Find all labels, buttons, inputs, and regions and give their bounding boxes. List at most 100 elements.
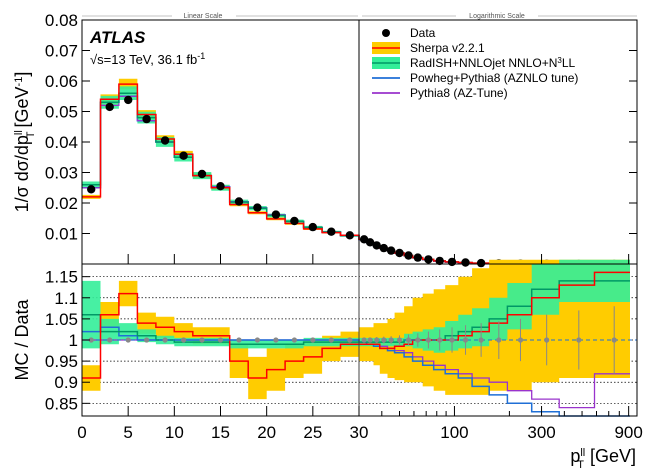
legend-label: Powheg+Pythia8 (AZNLO tune): [410, 71, 578, 85]
ratio-data-point: [310, 337, 316, 343]
data-point: [290, 216, 299, 226]
x-tick-label: 30: [350, 423, 369, 442]
ratio-data-point: [437, 337, 443, 343]
x-ticks: 0 5 10 15 20 25 30 100 300 900: [77, 254, 643, 442]
ratio-data-point: [291, 337, 297, 343]
data-point: [87, 185, 96, 194]
ratio-data-points: [88, 306, 617, 374]
data-point: [327, 227, 336, 236]
data-point: [216, 182, 225, 191]
ratio-y-tick-label: 1.15: [45, 268, 78, 287]
ratio-y-tick-label: 1.1: [54, 289, 78, 308]
x-tick-label: 10: [165, 423, 184, 442]
ratio-data-point: [462, 337, 469, 343]
ratio-y-tick-label: 0.9: [54, 373, 78, 392]
energy-label: √s=13 TeV, 36.1 fb-1: [90, 51, 205, 67]
ratio-y-tick-label: 0.95: [45, 352, 78, 371]
legend-label: RadISH+NNLOjet NNLO+N3LL: [410, 56, 576, 71]
data-point: [386, 246, 396, 255]
data-point: [365, 238, 375, 247]
data-point: [379, 243, 388, 253]
powheg-top-line: [82, 95, 630, 265]
x-axis-title: pll T [GeV]: [570, 446, 636, 469]
legend-label: Sherpa v2.2.1: [410, 41, 485, 55]
ratio-data-point: [405, 337, 412, 343]
radish-top-band: [82, 86, 630, 265]
ratio-data-point: [347, 337, 353, 343]
x-tick-label: 100: [440, 423, 468, 442]
ratio-y-ticks: 0.85 0.9 0.95 1 1.05 1.1 1.15: [45, 268, 90, 413]
data-point: [124, 95, 133, 105]
data-point: [435, 256, 444, 266]
ratio-data-point: [544, 337, 550, 343]
ratio-data-point: [396, 337, 403, 343]
x-tick-label: 0: [77, 423, 86, 442]
ratio-data-point: [144, 337, 150, 343]
top-panel: 0.01 0.02 0.03 0.04 0.05 0.06 0.07 0.08: [45, 11, 638, 269]
ratio-y-tick-label: 1: [69, 331, 78, 350]
ratio-data-point: [199, 337, 205, 343]
ratio-data-point: [388, 337, 394, 343]
ratio-y-tick-label: 1.05: [45, 310, 78, 329]
ratio-data-point: [217, 337, 224, 343]
data-point: [395, 248, 404, 258]
ratio-data-point: [381, 337, 387, 343]
ratio-data-point: [425, 337, 431, 343]
data-point: [461, 258, 470, 267]
data-point: [345, 231, 354, 240]
top-y-axis-title: 1/σ dσ/dpllT[GeV-1]: [12, 72, 37, 213]
data-point: [160, 136, 170, 145]
data-point: [424, 255, 433, 264]
radish-ratio-band: [82, 259, 630, 353]
data-point: [476, 258, 486, 268]
x-tick-label: 900: [614, 423, 642, 442]
data-point: [105, 102, 114, 112]
ratio-data-point: [415, 337, 421, 343]
radish-top-line: [82, 92, 630, 265]
data-point: [413, 253, 422, 262]
ratio-data-point: [181, 337, 187, 343]
ratio-data-point: [449, 337, 455, 343]
ratio-bands: [82, 259, 630, 400]
data-point: [142, 114, 151, 124]
x-tick-label: 300: [527, 423, 555, 442]
ratio-data-point: [611, 337, 617, 343]
ratio-data-point: [367, 337, 373, 343]
x-tick-label: 5: [123, 423, 132, 442]
top-y-tick-label: 0.01: [45, 225, 78, 244]
ratio-y-tick-label: 0.85: [45, 394, 78, 413]
ratio-data-point: [328, 337, 334, 343]
pythia-top-line: [82, 95, 630, 265]
ratio-data-point: [162, 337, 168, 343]
ratio-data-point: [478, 337, 484, 343]
data-point: [372, 241, 381, 250]
data-point: [234, 197, 244, 206]
top-y-tick-label: 0.07: [45, 42, 78, 61]
legend-marker-data: [382, 29, 390, 37]
ratio-data-point: [361, 337, 367, 343]
ratio-data-point: [125, 337, 131, 343]
top-y-tick-label: 0.05: [45, 103, 78, 122]
top-y-tick-label: 0.03: [45, 164, 78, 183]
data-point: [404, 251, 413, 260]
ratio-data-point: [496, 337, 502, 343]
top-series-lines: [82, 83, 630, 265]
top-y-tick-label: 0.02: [45, 194, 78, 213]
sherpa-ratio-line: [82, 271, 630, 379]
ratio-data-point: [88, 337, 94, 343]
ratio-data-point: [254, 337, 260, 343]
top-data-points: [87, 95, 619, 269]
ratio-panel: 0.85 0.9 0.95 1 1.05 1.1 1.15: [45, 259, 638, 417]
x-tick-label: 20: [257, 423, 276, 442]
ratio-data-point: [273, 337, 279, 343]
legend-label: Pythia8 (AZ-Tune): [410, 86, 508, 100]
ratio-data-point: [374, 337, 380, 343]
top-y-tick-label: 0.04: [45, 133, 78, 152]
data-point: [253, 203, 262, 212]
top-y-tick-label: 0.06: [45, 72, 78, 91]
ratio-data-point: [576, 337, 582, 343]
top-y-ticks: 0.01 0.02 0.03 0.04 0.05 0.06 0.07 0.08: [45, 11, 637, 244]
data-point: [197, 169, 207, 179]
ratio-data-point: [107, 337, 113, 343]
